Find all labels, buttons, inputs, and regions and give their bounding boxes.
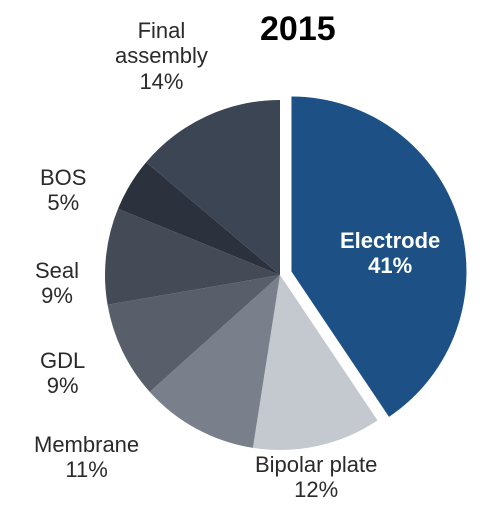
pie-label-gdl: GDL 9% [40, 348, 85, 399]
pie-label-seal: Seal 9% [35, 258, 79, 309]
pie-label-membrane: Membrane 11% [34, 432, 139, 483]
pie-label-bipolar-plate: Bipolar plate 12% [255, 452, 377, 503]
pie-label-bos: BOS 5% [40, 165, 86, 216]
pie-label-final-assembly: Final assembly 14% [115, 18, 208, 94]
chart-stage: 2015 Electrode 41% Bipolar plate 12% Membr… [0, 0, 500, 506]
chart-title: 2015 [260, 10, 336, 49]
pie-label-electrode: Electrode 41% [340, 228, 440, 279]
